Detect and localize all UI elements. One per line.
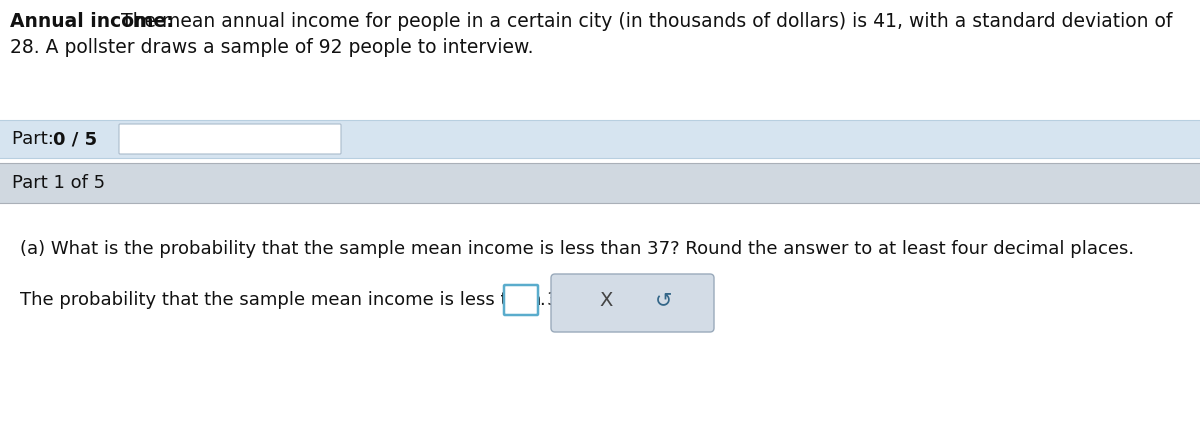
FancyBboxPatch shape: [119, 124, 341, 154]
FancyBboxPatch shape: [504, 285, 538, 315]
Text: Part 1 of 5: Part 1 of 5: [12, 174, 106, 192]
Text: X: X: [600, 291, 613, 309]
Text: 28. A pollster draws a sample of 92 people to interview.: 28. A pollster draws a sample of 92 peop…: [10, 38, 534, 57]
Text: (a) What is the probability that the sample mean income is less than 37? Round t: (a) What is the probability that the sam…: [20, 240, 1134, 258]
Text: 0 / 5: 0 / 5: [53, 130, 97, 148]
Bar: [0, 120, 1200, 158]
Text: .: .: [539, 291, 545, 309]
FancyBboxPatch shape: [551, 274, 714, 332]
Text: Annual income:: Annual income:: [10, 12, 174, 31]
Text: The probability that the sample mean income is less than 37 is: The probability that the sample mean inc…: [20, 291, 590, 309]
Text: The mean annual income for people in a certain city (in thousands of dollars) is: The mean annual income for people in a c…: [115, 12, 1172, 31]
Text: ↺: ↺: [655, 290, 672, 310]
Text: Part:: Part:: [12, 130, 60, 148]
Bar: [0, 163, 1200, 203]
